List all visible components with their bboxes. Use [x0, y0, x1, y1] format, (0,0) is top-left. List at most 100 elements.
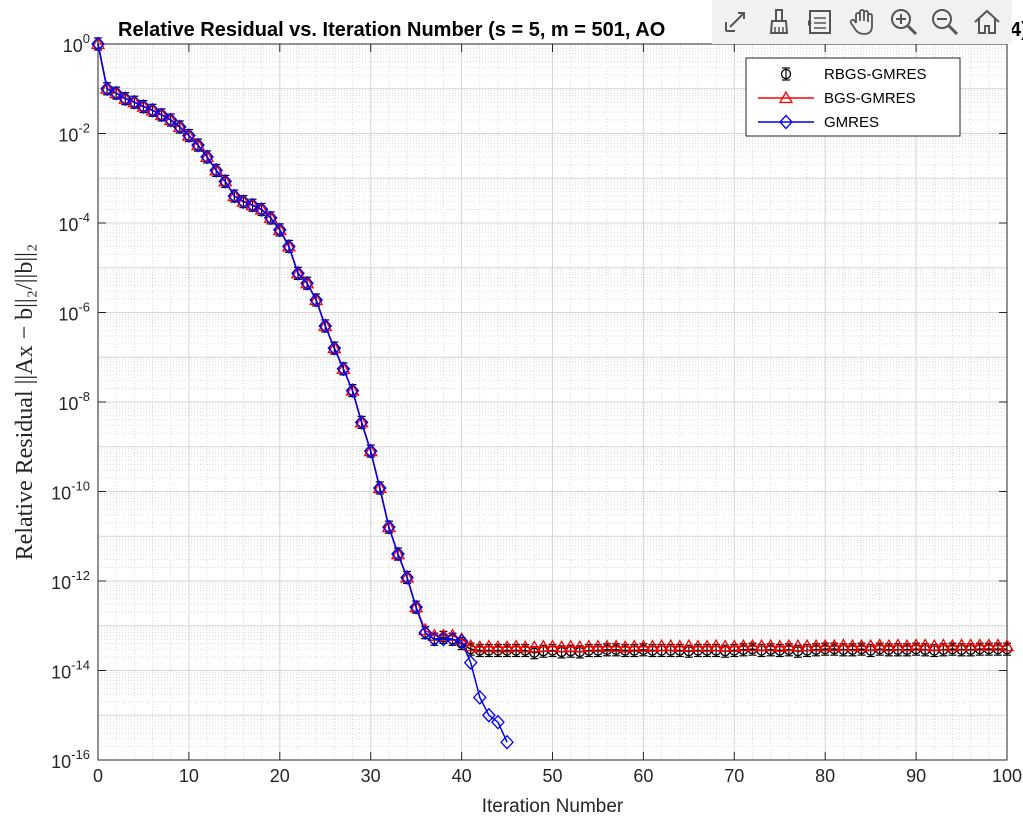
data-point: [491, 714, 505, 730]
data-point: [481, 639, 496, 652]
data-point: [618, 639, 633, 653]
data-point: [581, 639, 596, 652]
data-point: [779, 114, 793, 130]
data-point: [899, 638, 915, 652]
data-point: [354, 414, 369, 430]
data-point: [990, 638, 1006, 651]
data-point: [690, 639, 706, 652]
legend-label: GMRES: [824, 114, 879, 131]
x-tick-label: 90: [906, 766, 926, 786]
x-tick-label: 100: [992, 766, 1022, 786]
x-tick-label: 0: [93, 766, 103, 786]
zoom-out-icon[interactable]: [927, 4, 963, 40]
x-tick-label: 60: [633, 766, 653, 786]
y-tick-label: 10-12: [51, 568, 90, 593]
data-point: [409, 599, 424, 615]
data-point: [91, 36, 105, 52]
data-point: [427, 631, 442, 647]
data-point: [963, 638, 978, 651]
data-point: [390, 546, 406, 560]
data-point: [472, 639, 487, 653]
brush-icon[interactable]: [761, 4, 797, 40]
data-point: [254, 202, 269, 217]
data-point: [345, 383, 360, 399]
ticks: 0 10 20 30 40 50 60 70 80 90 100 100 10-2 10-4 10-6 10-…: [51, 31, 1022, 786]
data-point: [418, 625, 433, 641]
data-point: [863, 638, 878, 652]
data-point: [445, 631, 460, 647]
data-point: [363, 443, 378, 459]
data-point: [299, 275, 315, 289]
x-axis-label: Iteration Number: [482, 796, 624, 817]
data-point: [972, 638, 987, 651]
pan-icon[interactable]: [844, 4, 880, 40]
data-point: [754, 638, 769, 652]
data-point: [945, 638, 960, 652]
data-point: [854, 638, 869, 652]
data-point: [654, 638, 669, 652]
data-point: [281, 239, 297, 252]
data-point: [681, 638, 696, 652]
data-point: [372, 480, 387, 494]
data-point: [327, 340, 342, 356]
data-point: [181, 128, 197, 141]
data-point: [100, 81, 114, 97]
data-point: [918, 638, 933, 651]
data-point: [118, 91, 133, 104]
x-tick-label: 40: [452, 766, 472, 786]
data-point: [772, 639, 787, 652]
data-point: [718, 639, 733, 652]
data-point: [927, 638, 942, 652]
data-point: [572, 639, 587, 653]
y-tick-label: 10-2: [58, 121, 90, 146]
data-point: [463, 655, 478, 671]
data-point: [409, 599, 424, 613]
y-tick-label: 10-8: [58, 389, 90, 414]
data-point: [90, 36, 106, 50]
y-tick-label: 10-4: [58, 210, 90, 235]
legend[interactable]: RBGS-GMRES BGS-GMRES GMRES: [745, 57, 961, 137]
data-point: [500, 734, 514, 750]
datatip-icon[interactable]: [802, 4, 838, 40]
data-point: [518, 639, 533, 653]
data-point: [736, 638, 751, 652]
data-point: [545, 639, 560, 652]
data-point: [436, 628, 451, 641]
data-point: [309, 292, 324, 306]
data-point: [999, 638, 1015, 652]
data-point: [290, 266, 306, 279]
legend-item-bgs-gmres[interactable]: BGS-GMRES: [758, 90, 916, 107]
data-point: [381, 519, 397, 533]
data-point: [327, 340, 342, 354]
home-icon[interactable]: [969, 4, 1005, 40]
data-point: [163, 112, 178, 128]
x-tick-label: 30: [361, 766, 381, 786]
data-point: [263, 210, 278, 226]
data-point: [236, 194, 251, 210]
data-point: [127, 94, 142, 110]
data-point: [363, 443, 378, 457]
export-icon[interactable]: [719, 4, 755, 40]
data-point: [636, 639, 651, 652]
legend-item-gmres[interactable]: GMRES: [758, 114, 879, 131]
legend-label: RBGS-GMRES: [824, 66, 927, 83]
zoom-in-icon[interactable]: [886, 4, 922, 40]
data-point: [400, 569, 414, 585]
data-point: [227, 188, 242, 204]
data-point: [209, 162, 224, 178]
data-point: [345, 383, 360, 396]
data-point: [282, 238, 296, 254]
data-point: [609, 639, 624, 652]
data-point: [291, 265, 305, 281]
y-tick-label: 10-10: [51, 479, 90, 504]
y-tick-label: 10-6: [58, 300, 90, 325]
y-tick-label: 10-14: [51, 658, 90, 683]
data-point: [145, 102, 160, 118]
y-axis-label: Relative Residual ||Ax − b||₂/||b||₂: [12, 244, 38, 561]
data-point: [745, 638, 760, 652]
legend-item-rbgs-gmres[interactable]: RBGS-GMRES: [758, 66, 927, 83]
data-point: [172, 119, 187, 135]
data-point: [554, 639, 569, 653]
data-point: [399, 570, 415, 583]
